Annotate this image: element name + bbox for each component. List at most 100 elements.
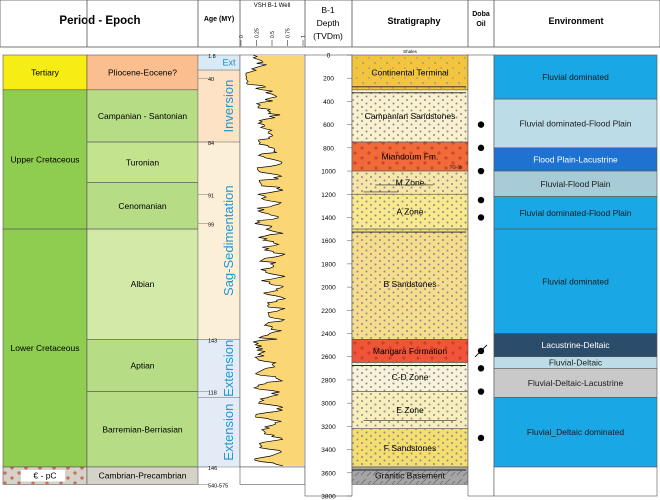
vsh-fill [246, 55, 304, 466]
depth-tick-label: 2200 [321, 308, 336, 315]
strat-pattern [352, 391, 468, 429]
column-body: Tertiary Upper Cretaceous Lower Cretaceous… [2, 49, 658, 500]
strat-label: Mangara Formation [373, 346, 447, 356]
tectonic-label: Inversion [221, 80, 236, 133]
period-cell [2, 228, 88, 468]
epoch-label: Campanian - Santonian [98, 111, 188, 121]
depth-tick-label: 2400 [321, 331, 336, 338]
depth-tick-label: 3600 [321, 470, 336, 477]
age-label: 143 [208, 338, 217, 344]
strat-pattern [352, 339, 468, 363]
strat-pattern [352, 362, 468, 392]
strat-pattern [352, 55, 468, 90]
header-stratigraphy: Stratigraphy [387, 16, 440, 26]
epoch-cell [86, 89, 199, 143]
vsh-tick-label: 0.75 [286, 28, 292, 38]
period-label: € - pC [33, 471, 56, 481]
oil-strike-line [474, 344, 488, 358]
depth-track [304, 54, 353, 497]
vsh-curve [245, 54, 287, 467]
strat-label: M Zone [396, 178, 425, 188]
tectonic-label: Extension [221, 404, 236, 461]
header-depth-line1: B-1 [321, 5, 335, 15]
age-label: 99 [208, 222, 214, 228]
oil-dot [477, 434, 485, 442]
header-period-epoch: Period - Epoch [59, 15, 140, 27]
period-label: Lower Cretaceous [11, 343, 80, 353]
vsh-tick-label: 0 [239, 35, 245, 38]
oil-dot [477, 167, 485, 175]
strat-label: Granitic Basement [375, 471, 446, 481]
period-cell [2, 54, 88, 91]
header-environment: Environment [548, 16, 603, 26]
environment-label: Fluvial-Flood Plain [541, 179, 611, 189]
tectonic-label: Sag-Sedimentation [221, 185, 236, 296]
epoch-label: Turonian [126, 157, 160, 167]
depth-tick-label: 3400 [321, 447, 336, 454]
depth-tick-label: 3000 [321, 401, 336, 408]
vsh-tick-label: 0.25 [255, 28, 261, 38]
environment-label: Fluvial dominated-Flood Plain [520, 208, 632, 218]
age-label: 84 [208, 141, 214, 147]
environment-label: Fluvial dominated [542, 72, 609, 82]
epoch-label: Barremian-Berriasian [102, 424, 183, 434]
depth-tick-label: 2000 [321, 285, 336, 292]
period-label: Upper Cretaceous [11, 154, 80, 164]
period-cell [2, 89, 88, 230]
oil-dot [477, 388, 485, 395]
epoch-label: Pliocene-Eocene? [108, 67, 177, 77]
environment-label: Fluvial dominated-Flood Plain [520, 118, 632, 128]
depth-tick-label: 1200 [321, 192, 336, 199]
strat-label: C-D Zone [392, 372, 429, 382]
tectonic-cell [197, 397, 241, 468]
depth-tick-label: 800 [323, 145, 334, 152]
tectonic-label: Ext [222, 58, 236, 68]
depth-tick-label: 2800 [321, 377, 336, 384]
strat-pattern [352, 466, 468, 485]
strat-label: B Sandstones [384, 279, 437, 289]
epoch-cell [86, 466, 199, 485]
strat-pattern [352, 142, 468, 172]
oil-dot [477, 214, 485, 221]
environment-cell [493, 397, 658, 468]
epoch-cell [86, 182, 199, 230]
environment-label: Flood Plain-Lacustrine [533, 154, 618, 164]
period-label: Tertiary [31, 67, 60, 77]
tectonic-label: Extension [221, 340, 236, 397]
strat-label: Campanian Sandstones [365, 111, 456, 121]
epoch-label: Cambrian-Precambrian [99, 471, 187, 481]
age-label: 146 [208, 466, 217, 472]
strat-label: Miandoum Fm. [382, 152, 439, 162]
depth-tick-label: 600 [323, 122, 334, 129]
age-label: 91 [208, 193, 214, 199]
depth-tick-label: 1400 [321, 215, 336, 222]
header-doba-line1: Doba [472, 11, 490, 18]
doba-oil-track [467, 54, 495, 497]
depth-tick-label: 0 [327, 53, 331, 60]
depth-tick-label: 2600 [321, 354, 336, 361]
environment-cell [493, 368, 658, 398]
header-depth-line2: Depth [317, 18, 340, 28]
header-depth-line3: (TVDm) [313, 31, 343, 41]
epoch-cell [86, 391, 199, 468]
strat-label: A Zone [397, 207, 424, 217]
oil-dot [477, 121, 485, 128]
environment-label: Fluvial dominated [542, 276, 609, 286]
strat-small-label: TG-3b [450, 164, 463, 169]
environment-cell [493, 228, 658, 334]
age-label: 1.8 [208, 54, 216, 60]
depth-tick-label: 1600 [321, 238, 336, 245]
age-label: 540-575 [208, 483, 228, 489]
environment-label: Lacustrine-Deltaic [541, 340, 610, 350]
header-row: Period - Epoch Age (MY) VSH B-1 Well B-1… [0, 0, 660, 48]
environment-label: Fluvial-Deltaic-Lacustrine [528, 378, 624, 388]
strat-pattern [352, 194, 468, 230]
age-label: 40 [208, 77, 214, 83]
strat-pattern [352, 428, 468, 467]
oil-dot [477, 196, 485, 204]
depth-tick-label: 400 [323, 99, 334, 106]
strat-label: E Zone [396, 405, 424, 415]
header-age: Age (MY) [204, 16, 234, 23]
period-label-bg [21, 469, 65, 482]
